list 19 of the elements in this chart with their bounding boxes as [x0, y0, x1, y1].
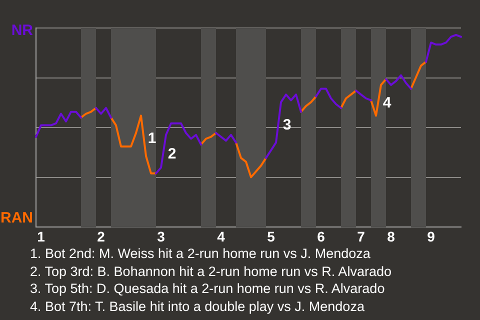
x-tick-label: 1: [37, 228, 46, 244]
annotation: 3: [282, 116, 292, 134]
text: 3. Top 5th: D. Quesada hit a 2-run home run vs R. Alvarado: [30, 280, 386, 298]
text: RAN: [0, 209, 33, 226]
x-tick-label: 2: [97, 228, 106, 244]
x-tick-label: 9: [427, 228, 436, 244]
x-tick-label: 6: [317, 228, 326, 244]
x-tick-label: 8: [387, 228, 396, 244]
annotation: 2: [168, 145, 176, 162]
text: 4. Bot 7th: T. Basile hit into a double play vs J. Mendoza: [30, 298, 366, 315]
annotation: 4: [382, 94, 392, 112]
x-tick-label: 3: [157, 228, 166, 244]
annotation: 1: [148, 130, 156, 148]
x-tick-label: 4: [217, 228, 226, 244]
text: 1. Bot 2nd: M. Weiss hit a 2-run home run vs J. Mendoza: [30, 245, 372, 262]
text: 2. Top 3rd: B. Bohannon hit a 2-run home run vs R. Alvarado: [30, 262, 392, 280]
x-tick-label: 7: [357, 228, 366, 244]
x-tick-label: 5: [267, 228, 276, 244]
text: NR: [11, 22, 34, 40]
